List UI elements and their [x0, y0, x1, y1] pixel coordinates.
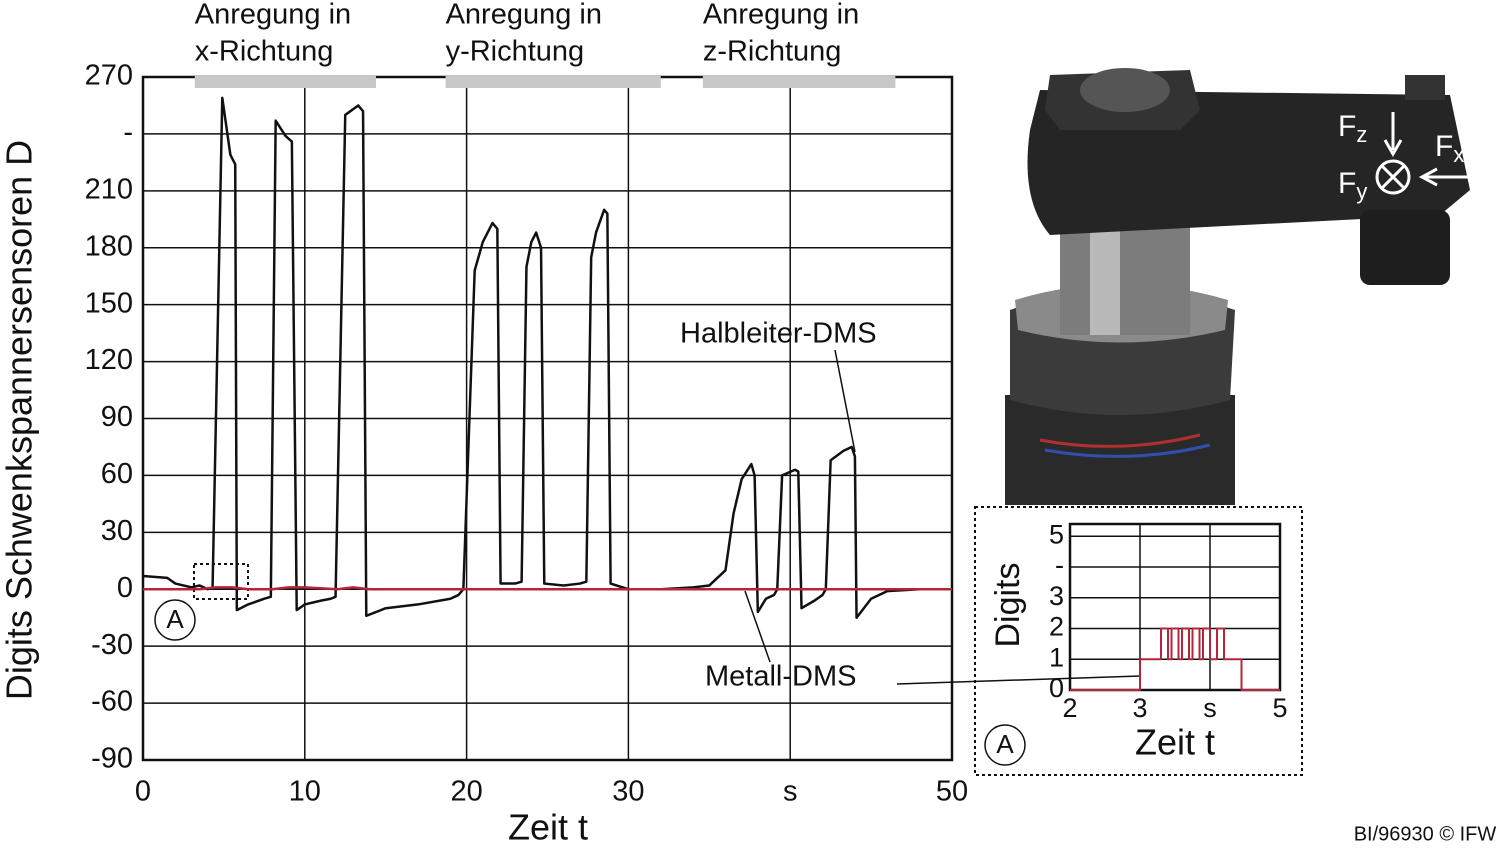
excitation-label: Anregung in	[446, 0, 602, 31]
series-line	[143, 586, 952, 591]
marker-label: A	[996, 729, 1014, 759]
force-label: Fz	[1338, 110, 1367, 147]
x-tick-label: 20	[450, 776, 482, 808]
x-tick-label: 30	[612, 776, 644, 808]
photo-bolt	[1405, 75, 1445, 100]
credit: BI/96930 © IFW	[1354, 823, 1497, 845]
y-tick-label: 2	[1049, 612, 1064, 642]
x-tick-label: s	[783, 776, 798, 808]
y-tick-label: 5	[1049, 519, 1064, 549]
marker-label: A	[166, 604, 184, 634]
y-tick-label: -	[123, 117, 133, 149]
y-tick-label: 30	[101, 515, 133, 547]
photo-wire	[1044, 443, 1211, 458]
excitation-label: Anregung in	[703, 0, 859, 31]
x-tick-label: s	[1203, 693, 1217, 723]
marker-circle	[984, 724, 1026, 766]
y-tick-label: 3	[1049, 581, 1064, 611]
legend-label: Metall-DMS	[705, 661, 856, 693]
inset-frame	[974, 506, 1303, 776]
excitation-label: y-Richtung	[446, 36, 585, 68]
y-tick-label: 60	[101, 458, 133, 490]
y-tick-label: -	[1055, 550, 1064, 580]
series-line	[1070, 627, 1280, 691]
y-tick-label: 270	[85, 60, 133, 92]
x-tick-label: 3	[1132, 693, 1147, 723]
force-arrow	[1383, 112, 1403, 158]
excitation-bar	[702, 76, 896, 88]
x-tick-label: 0	[135, 776, 151, 808]
force-label: Fy	[1338, 167, 1367, 204]
force-symbol	[1380, 164, 1406, 190]
y-tick-label: 180	[85, 230, 133, 262]
y-tick-label: -30	[91, 629, 133, 661]
force-label: Fx	[1435, 130, 1464, 167]
photo-lower-nut	[1360, 210, 1450, 285]
photo-socket	[1080, 68, 1170, 112]
y-tick-label: -60	[91, 686, 133, 718]
excitation-label: x-Richtung	[195, 36, 334, 68]
photo: Fz Fx Fy	[1005, 68, 1470, 505]
force-arrow	[1418, 167, 1468, 187]
y-tick-label: 1	[1049, 642, 1064, 672]
x-tick-label: 10	[289, 776, 321, 808]
leader-line	[834, 349, 856, 453]
y-tick-label: 0	[1049, 673, 1064, 703]
zoom-region	[193, 563, 249, 600]
excitation-label: z-Richtung	[703, 36, 842, 68]
y-tick-label: 210	[85, 173, 133, 205]
photo-shaft-highlight	[1090, 215, 1120, 335]
y-axis-title: Digits	[989, 562, 1027, 647]
force-symbol	[1375, 159, 1411, 195]
y-tick-label: 120	[85, 344, 133, 376]
leader-line	[744, 590, 771, 663]
x-tick-label: 50	[936, 776, 968, 808]
plot-frame	[1068, 522, 1282, 692]
legend-label: Halbleiter-DMS	[680, 318, 877, 350]
y-tick-label: 150	[85, 287, 133, 319]
series-line	[142, 96, 952, 619]
y-axis-title: Digits Schwenkspannersensoren D	[0, 140, 40, 700]
photo-wire	[1039, 433, 1201, 448]
marker-circle	[154, 599, 196, 641]
leader-line	[896, 675, 1141, 685]
excitation-bar	[194, 76, 376, 88]
x-axis-title: Zeit t	[508, 807, 588, 848]
x-axis-title: Zeit t	[1135, 722, 1215, 763]
y-tick-label: 90	[101, 401, 133, 433]
x-tick-label: 5	[1272, 693, 1287, 723]
excitation-bar	[445, 76, 661, 88]
x-tick-label: 2	[1062, 693, 1077, 723]
y-tick-label: 0	[117, 572, 133, 604]
excitation-label: Anregung in	[195, 0, 351, 31]
y-tick-label: -90	[91, 743, 133, 775]
photo-shaft	[1060, 215, 1190, 335]
